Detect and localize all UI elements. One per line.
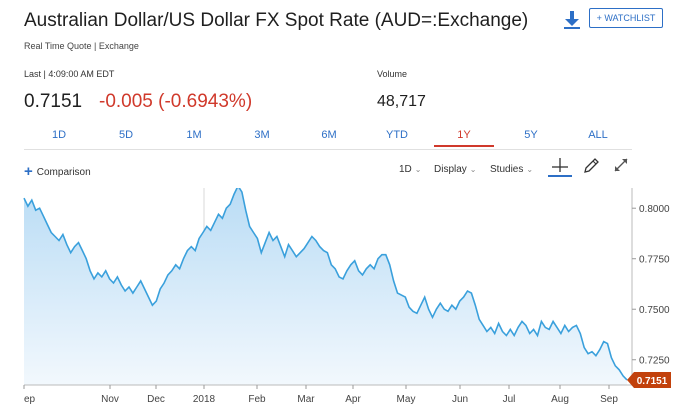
add-comparison-button[interactable]: + Comparison <box>24 163 91 180</box>
time-range-tabs: 1D 5D 1M 3M 6M YTD 1Y 5Y ALL <box>24 129 632 150</box>
x-tick-label: Apr <box>345 394 361 405</box>
quote-source-label: Real Time Quote | Exchange <box>24 41 139 51</box>
x-tick-label: Nov <box>101 394 119 405</box>
download-button[interactable] <box>563 10 581 30</box>
page-title: Australian Dollar/US Dollar FX Spot Rate… <box>24 10 529 31</box>
x-tick-label: Jul <box>503 394 516 405</box>
draw-tool-button[interactable] <box>579 155 603 177</box>
x-tick-label: Feb <box>248 394 266 405</box>
last-price-tag-shape <box>627 371 671 388</box>
plus-icon: + <box>24 163 33 180</box>
y-tick-label: 0.7500 <box>639 305 670 316</box>
studies-menu-label: Studies <box>490 164 524 175</box>
x-tick-label: 2018 <box>193 394 216 405</box>
tab-1m[interactable]: 1M <box>186 129 202 141</box>
tab-1y[interactable]: 1Y <box>434 129 494 147</box>
price-area-fill <box>24 188 627 385</box>
display-menu[interactable]: Display ⌄ <box>434 164 477 175</box>
display-menu-label: Display <box>434 164 467 175</box>
chevron-down-icon: ⌄ <box>469 165 477 174</box>
x-tick-label: Mar <box>297 394 315 405</box>
tab-5y[interactable]: 5Y <box>524 129 538 141</box>
y-tick-label: 0.8000 <box>639 204 670 215</box>
tab-3m[interactable]: 3M <box>254 129 270 141</box>
tab-5d[interactable]: 5D <box>118 129 134 141</box>
x-tick-label: ep <box>24 394 36 405</box>
crosshair-tool-button[interactable] <box>548 155 572 177</box>
last-price-tag: 0.7151 <box>627 371 671 388</box>
last-price: 0.7151 <box>24 91 83 112</box>
add-to-watchlist-button[interactable]: + WATCHLIST <box>589 8 663 28</box>
x-tick-label: Jun <box>452 394 468 405</box>
tab-ytd[interactable]: YTD <box>386 129 408 141</box>
y-tick-label: 0.7750 <box>639 255 670 266</box>
x-tick-label: Sep <box>600 394 618 405</box>
volume-value: 48,717 <box>377 93 426 110</box>
y-tick-label: 0.7250 <box>639 356 670 367</box>
crosshair-icon <box>552 158 568 172</box>
comparison-label: Comparison <box>36 167 91 178</box>
price-line <box>23 188 628 381</box>
x-tick-label: Aug <box>551 394 569 405</box>
tab-1d[interactable]: 1D <box>51 129 67 141</box>
download-icon <box>564 11 580 29</box>
interval-select-label: 1D <box>399 164 412 175</box>
draw-pencil-icon <box>584 158 599 173</box>
chevron-down-icon: ⌄ <box>526 165 534 174</box>
tab-6m[interactable]: 6M <box>321 129 337 141</box>
last-price-tag-label: 0.7151 <box>637 376 668 387</box>
expand-chart-button[interactable] <box>609 155 633 177</box>
interval-select[interactable]: 1D ⌄ <box>399 164 422 175</box>
x-tick-label: May <box>397 394 416 405</box>
studies-menu[interactable]: Studies ⌄ <box>490 164 533 175</box>
chevron-down-icon: ⌄ <box>414 165 422 174</box>
price-chart[interactable]: 0.8000 0.7750 0.7500 0.7250 ep Nov Dec 2018 Feb… <box>0 188 680 417</box>
tab-all[interactable]: ALL <box>588 129 608 141</box>
volume-label: Volume <box>377 69 408 79</box>
x-tick-label: Dec <box>147 394 165 405</box>
last-trade-time-label: Last | 4:09:00 AM EDT <box>24 69 115 79</box>
expand-icon <box>614 158 628 172</box>
price-change: -0.005 (-0.6943%) <box>99 91 253 112</box>
